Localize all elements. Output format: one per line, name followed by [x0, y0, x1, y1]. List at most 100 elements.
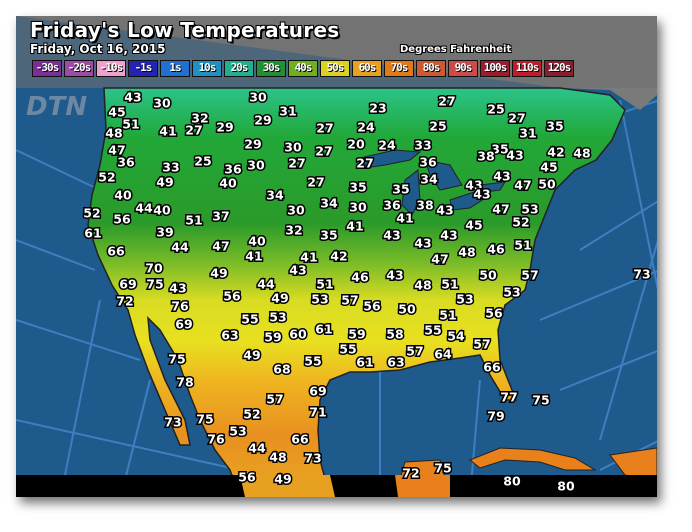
temperature-label: 58	[386, 327, 403, 342]
temperature-label: 49	[156, 175, 173, 190]
temperature-label: 30	[284, 140, 302, 155]
temperature-label: 59	[348, 327, 365, 342]
temperature-label: 36	[224, 162, 242, 177]
temperature-label: 34	[266, 188, 284, 203]
temperature-label: 76	[207, 432, 225, 447]
temperature-label: 51	[316, 277, 333, 292]
temperature-label: 27	[315, 144, 332, 159]
bottom-bar	[16, 475, 657, 497]
temperature-label: 56	[485, 306, 503, 321]
temperature-label: 52	[512, 215, 529, 230]
temperature-label: 29	[244, 137, 261, 152]
temperature-label: 78	[176, 375, 193, 390]
temperature-label: 44	[248, 441, 266, 456]
temperature-label: 33	[414, 138, 431, 153]
temperature-label: 40	[248, 234, 266, 249]
temperature-label: 27	[438, 94, 455, 109]
legend-swatch: -1s	[128, 60, 158, 77]
temperature-label: 32	[191, 111, 208, 126]
temperature-label: 57	[521, 268, 538, 283]
temperature-label: 43	[383, 228, 400, 243]
temperature-label: 76	[171, 299, 189, 314]
legend-swatch: 70s	[384, 60, 414, 77]
temperature-label: 61	[315, 322, 332, 337]
legend-swatch: 60s	[352, 60, 382, 77]
temperature-label: 25	[487, 102, 504, 117]
temperature-label: 66	[107, 244, 125, 259]
temperature-label: 38	[416, 198, 433, 213]
temperature-label: 47	[431, 252, 448, 267]
temperature-label: 53	[311, 292, 328, 307]
temperature-label: 48	[414, 278, 431, 293]
temperature-label: 53	[229, 424, 246, 439]
temperature-label: 75	[168, 352, 185, 367]
temperature-label: 30	[249, 90, 267, 105]
temperature-label: 72	[116, 294, 133, 309]
temperature-label: 43	[414, 236, 431, 251]
temperature-label: 41	[396, 211, 413, 226]
temperature-label: 47	[492, 202, 509, 217]
temperature-label: 25	[194, 154, 211, 169]
legend-swatch: 90s	[448, 60, 478, 77]
legend-swatch: -30s	[32, 60, 62, 77]
temperature-label: 43	[289, 263, 306, 278]
temperature-label: 43	[473, 187, 490, 202]
temperature-label: 45	[108, 105, 125, 120]
temperature-label: 41	[346, 219, 363, 234]
temperature-label: 43	[169, 281, 186, 296]
temperature-label: 50	[398, 302, 416, 317]
temperature-label: 55	[304, 354, 321, 369]
temperature-label: 32	[285, 223, 302, 238]
temperature-label: 53	[503, 285, 520, 300]
legend-swatch: 110s	[512, 60, 542, 77]
temperature-label: 48	[105, 126, 122, 141]
temperature-label: 52	[83, 206, 100, 221]
temperature-label: 30	[247, 158, 265, 173]
temperature-label: 41	[245, 249, 262, 264]
temperature-label: 64	[434, 347, 452, 362]
temperature-label: 61	[84, 226, 101, 241]
temperature-label: 24	[357, 120, 375, 135]
temperature-label: 75	[532, 393, 549, 408]
temperature-label: 35	[546, 119, 563, 134]
legend-swatch: 120s	[544, 60, 574, 77]
temperature-label: 66	[291, 432, 309, 447]
temperature-label: 36	[117, 155, 135, 170]
temperature-label: 72	[402, 466, 419, 481]
temperature-label: 77	[500, 390, 517, 405]
temperature-label: 36	[383, 198, 401, 213]
map-title: Friday's Low Temperatures	[30, 18, 340, 42]
temperature-label: 43	[440, 228, 457, 243]
legend-swatch: -10s	[96, 60, 126, 77]
temperature-label: 79	[487, 409, 504, 424]
temperature-label: 80	[503, 474, 521, 489]
temperature-label: 29	[254, 113, 271, 128]
temperature-label: 53	[521, 202, 538, 217]
temperature-label: 41	[300, 250, 317, 265]
legend-swatch: 40s	[288, 60, 318, 77]
cuba	[469, 447, 597, 471]
temperature-label: 56	[223, 289, 241, 304]
temperature-label: 48	[269, 450, 286, 465]
legend-swatch: 10s	[192, 60, 222, 77]
temperature-label: 49	[271, 291, 288, 306]
legend-swatch: 50s	[320, 60, 350, 77]
temperature-label: 50	[538, 177, 556, 192]
temperature-label: 44	[135, 201, 153, 216]
temperature-label: 35	[491, 142, 508, 157]
temperature-label: 27	[508, 111, 525, 126]
temperature-label: 49	[274, 472, 291, 487]
temperature-label: 57	[473, 337, 490, 352]
temperature-label: 44	[171, 240, 189, 255]
temperature-label: 51	[441, 277, 458, 292]
temperature-label: 55	[339, 342, 356, 357]
temperature-label: 35	[320, 228, 337, 243]
legend-swatch: -20s	[64, 60, 94, 77]
temperature-label: 63	[387, 355, 404, 370]
temperature-label: 66	[483, 360, 501, 375]
temperature-label: 53	[269, 310, 286, 325]
temperature-label: 52	[243, 407, 260, 422]
temperature-label: 33	[162, 160, 179, 175]
